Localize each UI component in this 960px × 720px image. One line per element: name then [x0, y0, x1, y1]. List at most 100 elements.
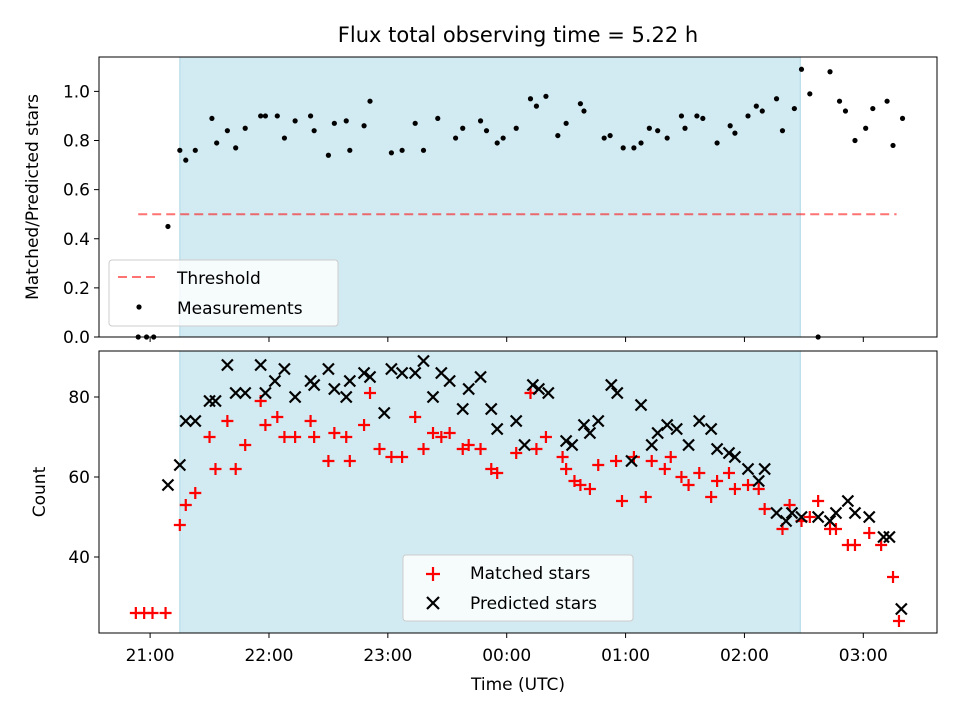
top-legend-box [108, 259, 339, 327]
predicted-star-point [605, 378, 618, 392]
matched-star-point [711, 475, 724, 487]
measurement-point [638, 140, 644, 146]
predicted-star-point [542, 386, 555, 400]
top-ytick-label: 0.0 [63, 328, 90, 348]
predicted-star-point [811, 510, 825, 524]
matched-star-point [173, 519, 186, 531]
measurement-point [753, 103, 759, 109]
predicted-star-point [532, 382, 546, 396]
predicted-star-point [509, 414, 523, 428]
predicted-star-point [426, 390, 440, 404]
matched-star-point [812, 495, 825, 507]
measurement-point [700, 115, 706, 122]
predicted-star-point [795, 510, 808, 524]
bottom-ylabel: Count [30, 466, 50, 517]
predicted-star-point [526, 378, 540, 392]
measurement-point [311, 128, 317, 134]
measurement-point [631, 145, 637, 151]
matched-star-point [752, 483, 765, 495]
measurement-point [745, 113, 751, 119]
predicted-star-point [841, 494, 855, 508]
measurement-point [543, 93, 549, 99]
matched-star-point [271, 411, 284, 423]
matched-star-point [239, 439, 252, 451]
matched-star-point [510, 447, 523, 459]
predicted-star-point [254, 358, 267, 372]
matched-star-point [289, 431, 302, 443]
measurement-point [399, 147, 405, 153]
predicted-stars-legend-label: Predicted stars [470, 594, 597, 614]
predicted-star-point [179, 414, 193, 428]
predicted-star-point [634, 398, 648, 412]
measurement-point [852, 137, 858, 144]
predicted-star-point [385, 362, 398, 376]
predicted-star-point [490, 422, 504, 436]
matched-star-point [308, 431, 321, 443]
predicted-star-point [583, 426, 597, 440]
matched-star-point [229, 463, 242, 475]
measurement-point [798, 66, 805, 72]
matched-star-point [645, 455, 658, 467]
matched-star-point [364, 387, 377, 399]
measurement-point [863, 125, 869, 131]
matched-star-point [892, 615, 905, 627]
matched-star-point [159, 607, 172, 619]
bottom-axis-ticks: 40 60 80 21:00 22:00 23:00 00:00 01:00 02:00 03:0… [68, 388, 887, 666]
measurement-point [714, 140, 720, 146]
predicted-star-point [823, 514, 837, 528]
measurement-point [258, 113, 264, 119]
measurement-point [655, 128, 661, 134]
matched-star-point [682, 479, 695, 491]
matched-star-point [358, 419, 371, 431]
matched-star-point [322, 455, 335, 467]
measurement-point [367, 98, 373, 104]
measurement-point [577, 101, 584, 107]
predicted-star-point [339, 390, 353, 404]
threshold-legend-label: Threshold [176, 269, 261, 289]
measurement-point [420, 147, 427, 153]
measurement-point [325, 152, 332, 158]
predicted-star-point [474, 370, 487, 384]
matched-star-point [417, 443, 430, 455]
predicted-star-point [610, 386, 624, 400]
matched-star-point [340, 431, 353, 443]
predicted-star-point [278, 362, 291, 376]
predicted-star-point [660, 418, 674, 432]
measurement-point [307, 113, 314, 119]
predicted-star-point [559, 434, 573, 448]
predicted-star-point [682, 438, 695, 452]
matched-star-point [328, 427, 341, 439]
measurement-point [682, 125, 688, 131]
predicted-star-point [189, 414, 202, 428]
measurement-point [827, 69, 833, 75]
predicted-star-point [645, 438, 659, 452]
measurement-point [555, 132, 561, 139]
predicted-star-point [238, 386, 252, 400]
matched-star-point [530, 443, 543, 455]
matched-star-point [278, 431, 291, 443]
predicted-star-point [577, 418, 591, 432]
predicted-star-point [343, 374, 357, 388]
bottom-legend: Matched stars Predicted stars [402, 554, 634, 622]
measurement-point [842, 108, 849, 114]
predicted-star-point [785, 506, 799, 520]
top-panel-frame [98, 56, 938, 338]
bottom-panel-frame [98, 350, 938, 634]
measurement-point [292, 118, 298, 124]
measurement-point [527, 96, 534, 102]
matched-star-point [610, 455, 623, 467]
matched-star-point [462, 439, 475, 451]
predicted-star-point [357, 366, 371, 380]
measurement-point [483, 128, 490, 134]
matched-star-point [491, 467, 504, 479]
top-ytick-label: 0.2 [63, 279, 90, 299]
predicted-star-point [484, 402, 498, 416]
measurement-point [361, 123, 367, 129]
measurement-point [870, 105, 876, 112]
predicted-star-point [209, 394, 222, 408]
measurements-series [135, 66, 906, 340]
bottom-xlabel: Time (UTC) [470, 675, 565, 695]
matched-star-point [803, 511, 816, 523]
matched-star-point [875, 539, 888, 551]
predicted-star-point [883, 530, 896, 544]
